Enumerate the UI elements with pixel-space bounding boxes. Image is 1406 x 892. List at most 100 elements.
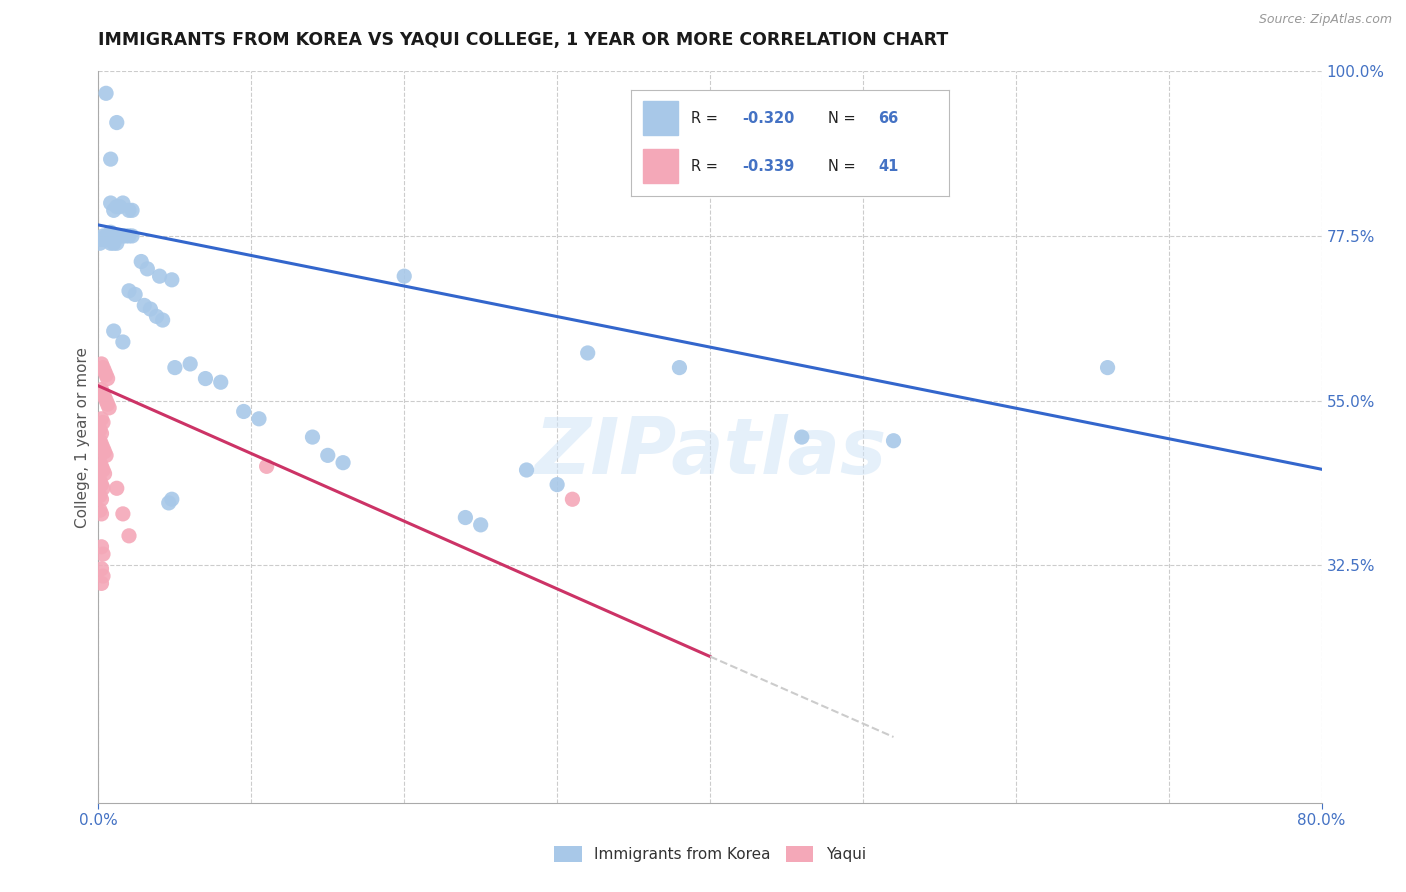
Point (118, 529, 141, 543)
Point (98, 401, 121, 415)
Point (94, 449, 117, 463)
Point (111, 507, 134, 521)
Point (105, 236, 128, 251)
Point (90, 233, 112, 247)
Point (91, 463, 114, 477)
Point (91, 228, 114, 243)
Point (90, 492, 112, 507)
Point (94, 87, 117, 101)
Point (97, 228, 120, 243)
Point (136, 261, 159, 276)
Point (97, 397, 120, 411)
Text: IMMIGRANTS FROM KOREA VS YAQUI COLLEGE, 1 YEAR OR MORE CORRELATION CHART: IMMIGRANTS FROM KOREA VS YAQUI COLLEGE, … (98, 31, 949, 49)
Point (103, 236, 125, 251)
Point (89, 236, 111, 251)
Point (392, 269, 416, 284)
Point (247, 412, 270, 426)
Point (145, 310, 167, 324)
Point (91, 441, 114, 455)
Point (89, 434, 111, 448)
Point (89, 489, 111, 503)
Point (149, 269, 172, 284)
Point (134, 298, 156, 312)
Point (470, 517, 492, 532)
Point (93, 233, 115, 247)
Point (91, 569, 114, 583)
Point (90, 412, 112, 426)
Text: Source: ZipAtlas.com: Source: ZipAtlas.com (1258, 13, 1392, 27)
Point (118, 203, 141, 218)
Point (332, 456, 354, 470)
Legend: Immigrants from Korea, Yaqui: Immigrants from Korea, Yaqui (548, 840, 872, 868)
Point (94, 393, 117, 408)
Point (576, 346, 599, 360)
Point (90, 576, 112, 591)
Point (90, 507, 112, 521)
Point (111, 334, 134, 349)
Point (118, 284, 141, 298)
Point (100, 225, 122, 239)
Point (89, 474, 111, 488)
Point (108, 200, 131, 214)
Point (546, 477, 568, 491)
Point (100, 152, 122, 166)
Point (1097, 360, 1119, 375)
Point (121, 203, 143, 218)
Point (103, 228, 125, 243)
Point (97, 233, 120, 247)
Point (91, 360, 114, 375)
Point (111, 196, 134, 211)
Point (194, 371, 217, 385)
Point (90, 562, 112, 576)
Point (105, 200, 128, 214)
Point (97, 371, 120, 385)
Point (90, 459, 112, 474)
Point (160, 273, 183, 287)
Point (118, 228, 141, 243)
Point (561, 492, 583, 507)
Point (105, 228, 128, 243)
Point (91, 547, 114, 561)
Point (105, 481, 128, 495)
Point (94, 368, 117, 382)
Point (100, 236, 122, 251)
Point (91, 481, 114, 495)
Point (105, 115, 128, 129)
Point (90, 437, 112, 451)
Point (129, 254, 152, 268)
Point (256, 459, 278, 474)
Point (89, 503, 111, 517)
Point (316, 449, 339, 463)
Point (115, 228, 138, 243)
Point (93, 364, 115, 378)
Point (179, 357, 201, 371)
Point (124, 287, 146, 301)
Point (232, 404, 254, 418)
Point (90, 477, 112, 491)
Point (89, 423, 111, 437)
Point (121, 228, 143, 243)
Point (90, 383, 112, 397)
Text: ZIPatlas: ZIPatlas (534, 414, 886, 490)
Point (668, 360, 690, 375)
Point (91, 386, 114, 401)
Y-axis label: College, 1 year or more: College, 1 year or more (75, 347, 90, 527)
Point (103, 203, 125, 218)
Point (93, 467, 115, 481)
Point (163, 360, 186, 375)
Point (100, 196, 122, 211)
Point (301, 430, 323, 444)
Point (93, 390, 115, 404)
Point (790, 430, 813, 444)
Point (152, 313, 174, 327)
Point (516, 463, 538, 477)
Point (94, 228, 117, 243)
Point (111, 228, 134, 243)
Point (108, 228, 131, 243)
Point (454, 510, 477, 524)
Point (209, 376, 232, 390)
Point (90, 426, 112, 441)
Point (160, 492, 183, 507)
Point (91, 416, 114, 430)
Point (90, 357, 112, 371)
